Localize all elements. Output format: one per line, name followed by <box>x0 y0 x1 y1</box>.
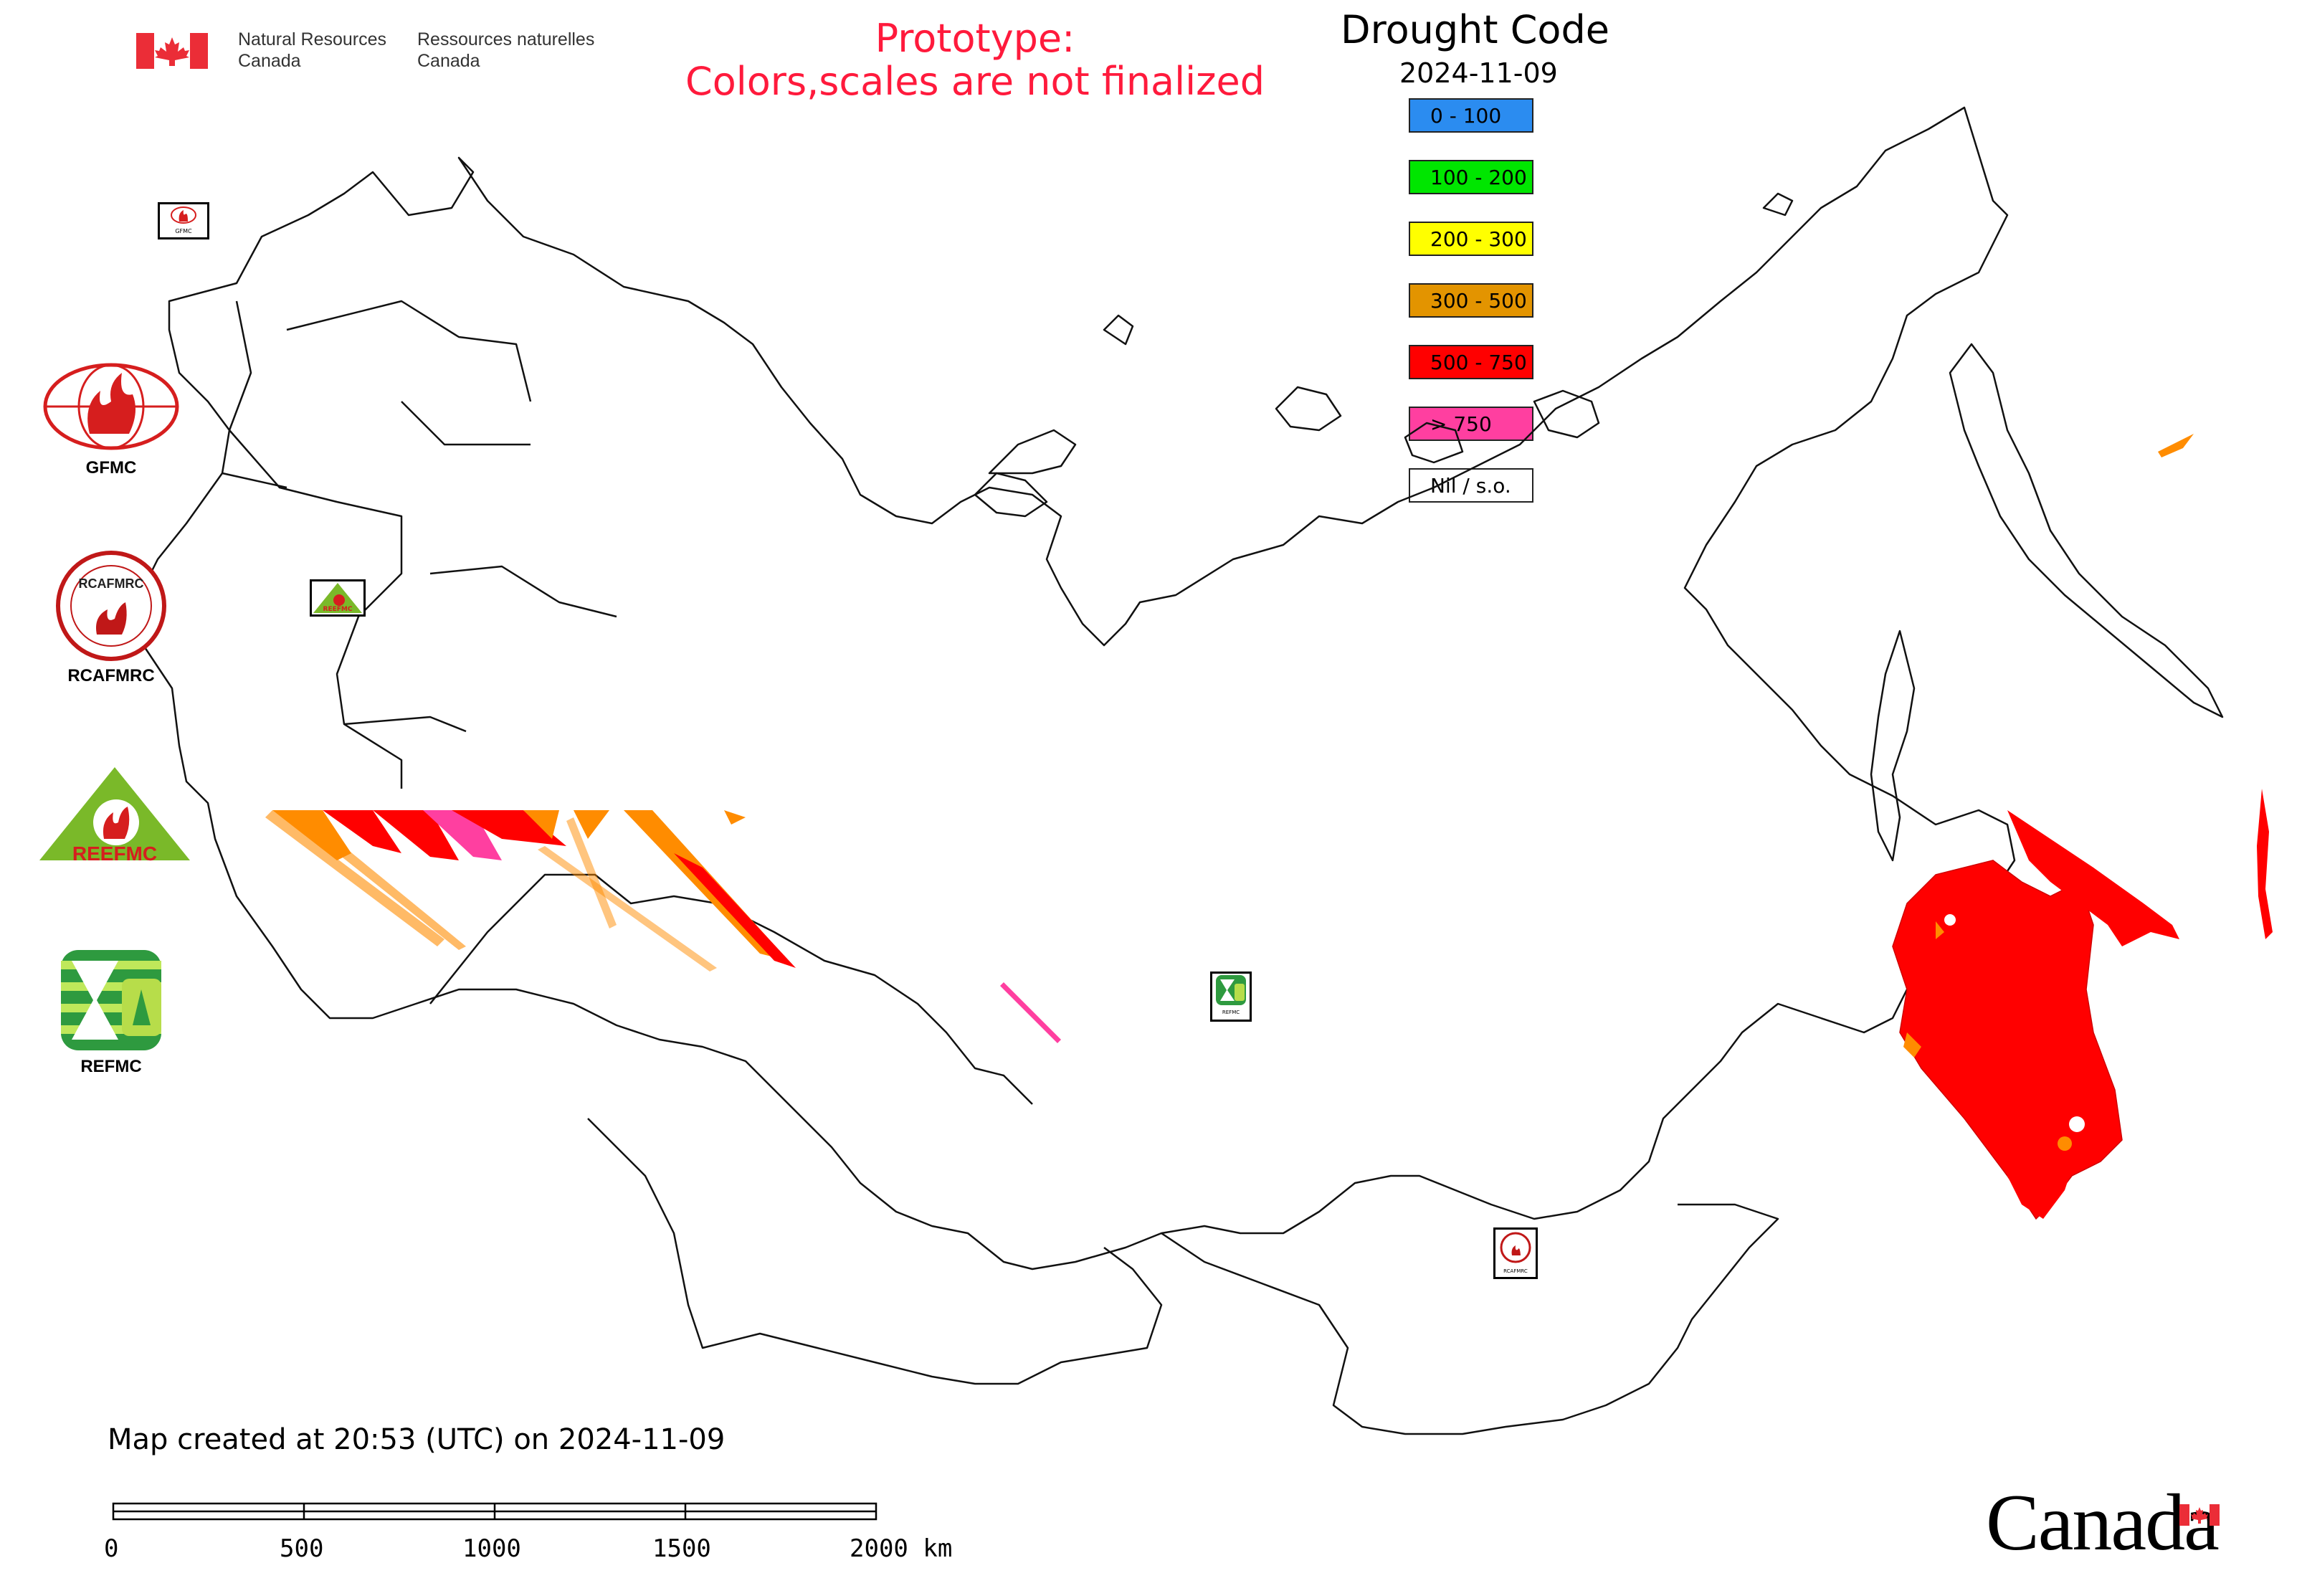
refmc-marker-label: REFMC <box>1222 1010 1240 1015</box>
rcafmrc-seal-icon: RCAFMRC <box>56 551 166 661</box>
nrcan-signature: Natural Resources Canada Ressources natu… <box>136 29 609 79</box>
nrcan-en-line1: Natural Resources <box>238 29 387 49</box>
scale-label-2000-km: 2000 km <box>850 1534 953 1563</box>
prototype-note: Prototype: Colors,scales are not finaliz… <box>652 17 1298 103</box>
legend-item-300-500: 300 - 500 <box>1409 283 1533 318</box>
scale-label-500: 500 <box>280 1534 324 1563</box>
canada-flag-icon <box>136 33 208 69</box>
gfmc-globe-flame-icon <box>43 363 179 450</box>
rcafmrc-caption: RCAFMRC <box>67 666 155 685</box>
scale-label-1000: 1000 <box>462 1534 521 1563</box>
drought-zone-west <box>265 810 1061 1043</box>
legend: 0 - 100 100 - 200 200 - 300 300 - 500 50… <box>1409 98 1538 507</box>
reefmc-map-marker: REEFMC <box>310 579 366 617</box>
rcafmrc-map-marker: RCAFMRC <box>1493 1227 1538 1279</box>
map-created-note: Map created at 20:53 (UTC) on 2024-11-09 <box>108 1423 726 1456</box>
drought-zone-far-east <box>1892 434 2273 1220</box>
gfmc-logo: GFMC <box>39 362 183 478</box>
map-date: 2024-11-09 <box>1399 57 1558 89</box>
nrcan-fr-line1: Ressources naturelles <box>417 29 595 49</box>
reefmc-logo-text: REEFMC <box>72 842 157 865</box>
gfmc-caption: GFMC <box>85 458 137 478</box>
gfmc-map-marker: GFMC <box>158 202 209 239</box>
scale-bar <box>112 1502 877 1521</box>
prototype-line1: Prototype: <box>875 16 1075 61</box>
reefmc-marker-icon <box>313 583 362 613</box>
legend-item-500-750: 500 - 750 <box>1409 345 1533 379</box>
reefmc-logo: REEFMC <box>36 764 194 878</box>
refmc-logo: REFMC <box>39 946 183 1090</box>
scale-label-1500: 1500 <box>652 1534 711 1563</box>
rcafmrc-marker-label: RCAFMRC <box>1503 1268 1528 1274</box>
refmc-map-marker: REFMC <box>1210 972 1252 1022</box>
reefmc-triangle-icon: REEFMC <box>39 767 190 865</box>
legend-item-0-100: 0 - 100 <box>1409 98 1533 133</box>
nrcan-en-line2: Canada <box>238 51 301 71</box>
region-outline <box>135 106 2016 1270</box>
rcafmrc-marker-icon <box>1500 1232 1531 1263</box>
refmc-marker-icon <box>1216 975 1246 1005</box>
rcafmrc-seal-text: RCAFMRC <box>79 576 144 591</box>
canada-wordmark-flag-icon <box>2179 1504 2220 1526</box>
legend-item-100-200: 100 - 200 <box>1409 160 1533 194</box>
rcafmrc-logo: RCAFMRC RCAFMRC <box>39 548 183 692</box>
gfmc-marker-label: GFMC <box>175 228 192 234</box>
reefmc-marker-label: REEFMC <box>323 606 353 613</box>
scale-label-0: 0 <box>104 1534 119 1563</box>
prototype-line2: Colors,scales are not finalized <box>685 59 1265 104</box>
map-title: Drought Code <box>1341 7 1609 52</box>
nrcan-fr-line2: Canada <box>417 51 480 71</box>
legend-item-nil: Nil / s.o. <box>1409 468 1533 503</box>
legend-item-200-300: 200 - 300 <box>1409 222 1533 256</box>
gfmc-marker-icon <box>171 206 196 224</box>
refmc-caption: REFMC <box>80 1057 142 1076</box>
refmc-sigma-icon <box>61 950 161 1050</box>
